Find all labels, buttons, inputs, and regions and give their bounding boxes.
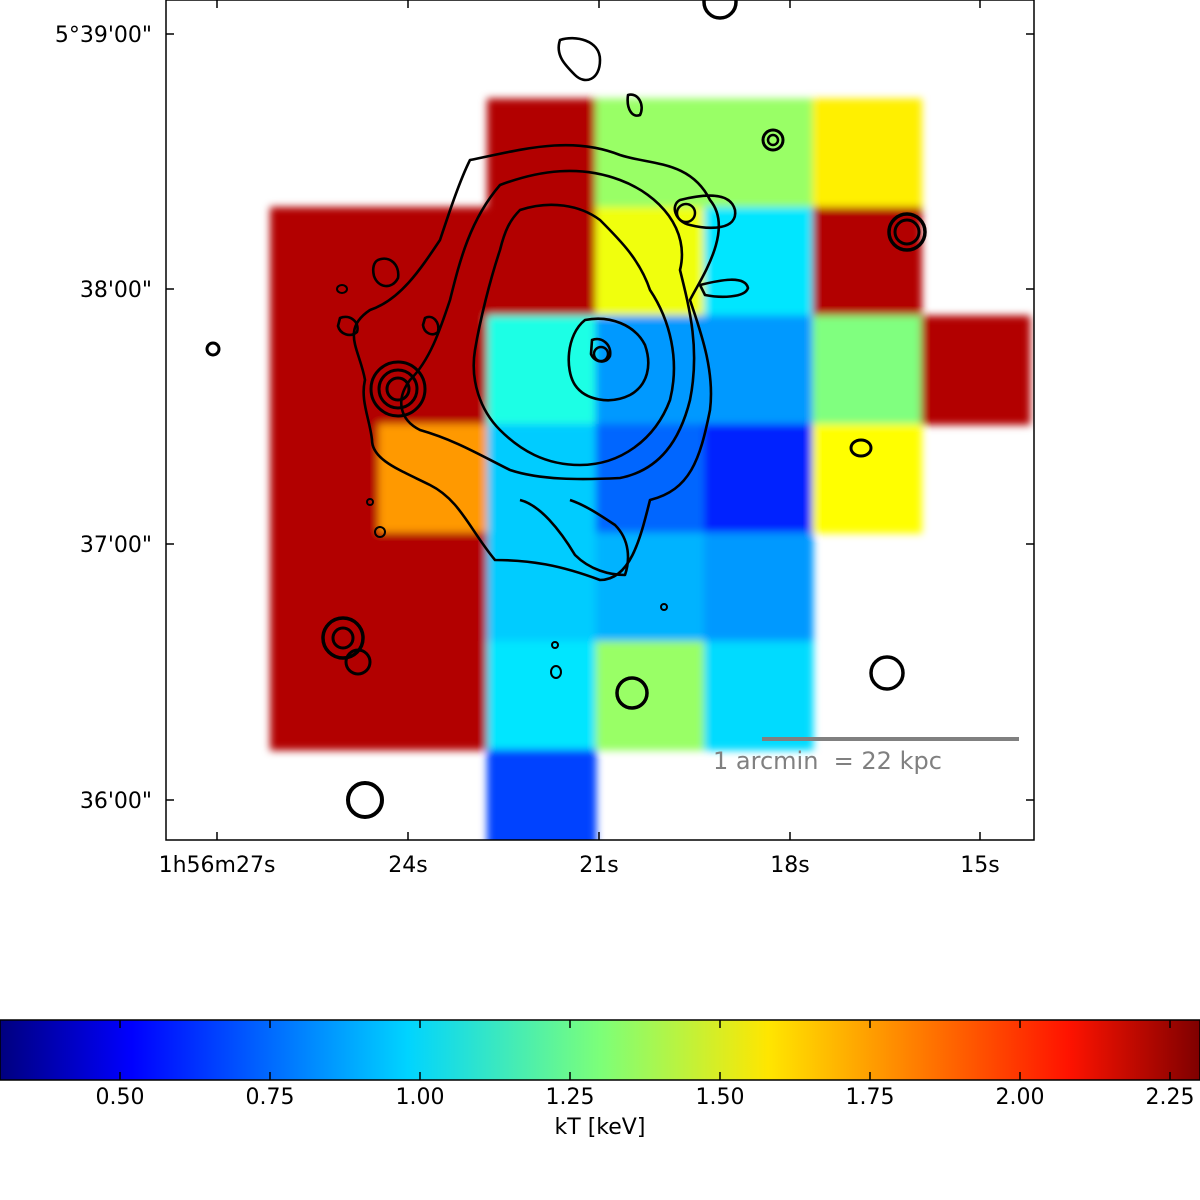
source-small-6 bbox=[366, 498, 374, 506]
source-southwest-tail bbox=[344, 648, 372, 676]
y-axis-tick-labels: 5°39'00" 38'00" 37'00" 36'00" bbox=[55, 23, 152, 814]
contour-west-blob-2 bbox=[336, 315, 359, 337]
heatmap-cell bbox=[704, 424, 814, 534]
x-tick-label: 15s bbox=[960, 853, 999, 878]
heatmap-cell bbox=[378, 424, 488, 534]
point-sources bbox=[205, 0, 927, 819]
heatmap-cell bbox=[812, 315, 922, 425]
source-southeast bbox=[869, 655, 905, 691]
source-top-right bbox=[702, 0, 738, 20]
heatmap-cell bbox=[704, 315, 814, 425]
heatmap-cell bbox=[270, 315, 380, 425]
source-east bbox=[887, 212, 927, 252]
x-axis-ticks bbox=[216, 0, 981, 840]
heatmap-cell bbox=[704, 532, 814, 642]
source-east-inner bbox=[893, 218, 921, 246]
scale-bar: 1 arcmin = 22 kpc bbox=[713, 737, 1019, 775]
y-tick-label: 38'00" bbox=[80, 278, 152, 303]
heatmap-cell bbox=[270, 207, 380, 317]
source-east-small bbox=[849, 438, 873, 458]
contour-core-inner bbox=[589, 337, 612, 363]
y-tick-label: 5°39'00" bbox=[55, 23, 152, 48]
contour-west-blob bbox=[371, 257, 400, 288]
source-west-bright-3 bbox=[385, 376, 411, 402]
colorbar-ticks bbox=[119, 1020, 1171, 1080]
source-small-1 bbox=[336, 284, 348, 294]
colorbar-tick-label: 2.00 bbox=[996, 1085, 1045, 1110]
source-southwest bbox=[321, 616, 365, 660]
x-axis-tick-labels: 1h56m27s 24s 21s 18s 15s bbox=[159, 853, 1000, 878]
heatmap-cell bbox=[921, 315, 1031, 425]
source-north-inner bbox=[766, 133, 780, 147]
heatmap-cell bbox=[812, 207, 922, 317]
colorbar-tick-label: 1.75 bbox=[846, 1085, 895, 1110]
source-east-ring bbox=[675, 202, 697, 224]
y-axis-ticks bbox=[166, 33, 1034, 801]
heatmap-cell bbox=[704, 641, 814, 751]
colorbar-tick-label: 0.75 bbox=[246, 1085, 295, 1110]
x-tick-label: 1h56m27s bbox=[159, 853, 276, 878]
colorbar-tick-label: 1.50 bbox=[696, 1085, 745, 1110]
source-west-bright bbox=[369, 360, 427, 418]
colorbar-label: kT [keV] bbox=[555, 1115, 646, 1140]
heatmap-cell bbox=[595, 532, 705, 642]
heatmap-cell bbox=[487, 532, 597, 642]
contour-east-tail bbox=[698, 278, 750, 299]
contour-inner bbox=[472, 203, 676, 467]
scale-bar-text: 1 arcmin = 22 kpc bbox=[713, 747, 942, 775]
y-tick-label: 37'00" bbox=[80, 533, 152, 558]
source-small-5 bbox=[374, 526, 386, 538]
contour-south-arm bbox=[519, 498, 630, 577]
colorbar-gradient bbox=[0, 1019, 1200, 1081]
colorbar-tick-labels: 0.50 0.75 1.00 1.25 1.50 1.75 2.00 2.25 bbox=[96, 1085, 1195, 1110]
colorbar-tick-label: 1.25 bbox=[546, 1085, 595, 1110]
heatmap-cell bbox=[704, 98, 814, 208]
contour-north-patch bbox=[557, 36, 602, 82]
source-far-west bbox=[205, 341, 221, 357]
x-tick-label: 18s bbox=[770, 853, 809, 878]
heatmap-cell bbox=[487, 749, 597, 840]
heatmap-cell bbox=[270, 532, 380, 642]
heatmap-cell bbox=[595, 315, 705, 425]
heatmap-cell bbox=[378, 207, 488, 317]
source-bottom bbox=[346, 781, 384, 819]
heatmap-cell bbox=[487, 207, 597, 317]
plot-frame bbox=[165, 0, 1035, 841]
heatmap-cell bbox=[270, 641, 380, 751]
contour-core bbox=[567, 317, 650, 402]
source-center bbox=[592, 345, 610, 363]
heatmap-cell bbox=[704, 207, 814, 317]
contour-mid bbox=[400, 169, 696, 481]
source-north bbox=[761, 128, 785, 152]
source-small-3 bbox=[551, 641, 559, 649]
contour-outer bbox=[352, 143, 721, 582]
source-south bbox=[615, 676, 649, 710]
contour-west-blob-3 bbox=[421, 315, 440, 336]
source-west-bright-2 bbox=[377, 368, 419, 410]
heatmap-cells bbox=[270, 98, 1031, 840]
source-southwest-inner bbox=[331, 626, 355, 650]
source-small-2 bbox=[550, 665, 562, 679]
x-tick-label: 21s bbox=[579, 853, 618, 878]
heatmap-cell bbox=[270, 424, 380, 534]
colorbar: 0.50 0.75 1.00 1.25 1.50 1.75 2.00 2.25 kT [keV… bbox=[0, 1019, 1200, 1140]
heatmap-cell bbox=[595, 641, 705, 751]
contour-north-blob bbox=[626, 93, 643, 117]
heatmap-cell bbox=[487, 315, 597, 425]
xray-contours bbox=[336, 36, 750, 582]
heatmap-cell bbox=[812, 98, 922, 208]
colorbar-tick-label: 2.25 bbox=[1146, 1085, 1195, 1110]
colorbar-tick-label: 0.50 bbox=[96, 1085, 145, 1110]
x-tick-label: 24s bbox=[388, 853, 427, 878]
colorbar-tick-label: 1.00 bbox=[396, 1085, 445, 1110]
source-small-4 bbox=[660, 603, 668, 611]
heatmap-cell bbox=[378, 532, 488, 642]
heatmap-cell bbox=[487, 641, 597, 751]
heatmap-cell bbox=[378, 641, 488, 751]
y-tick-label: 36'00" bbox=[80, 789, 152, 814]
